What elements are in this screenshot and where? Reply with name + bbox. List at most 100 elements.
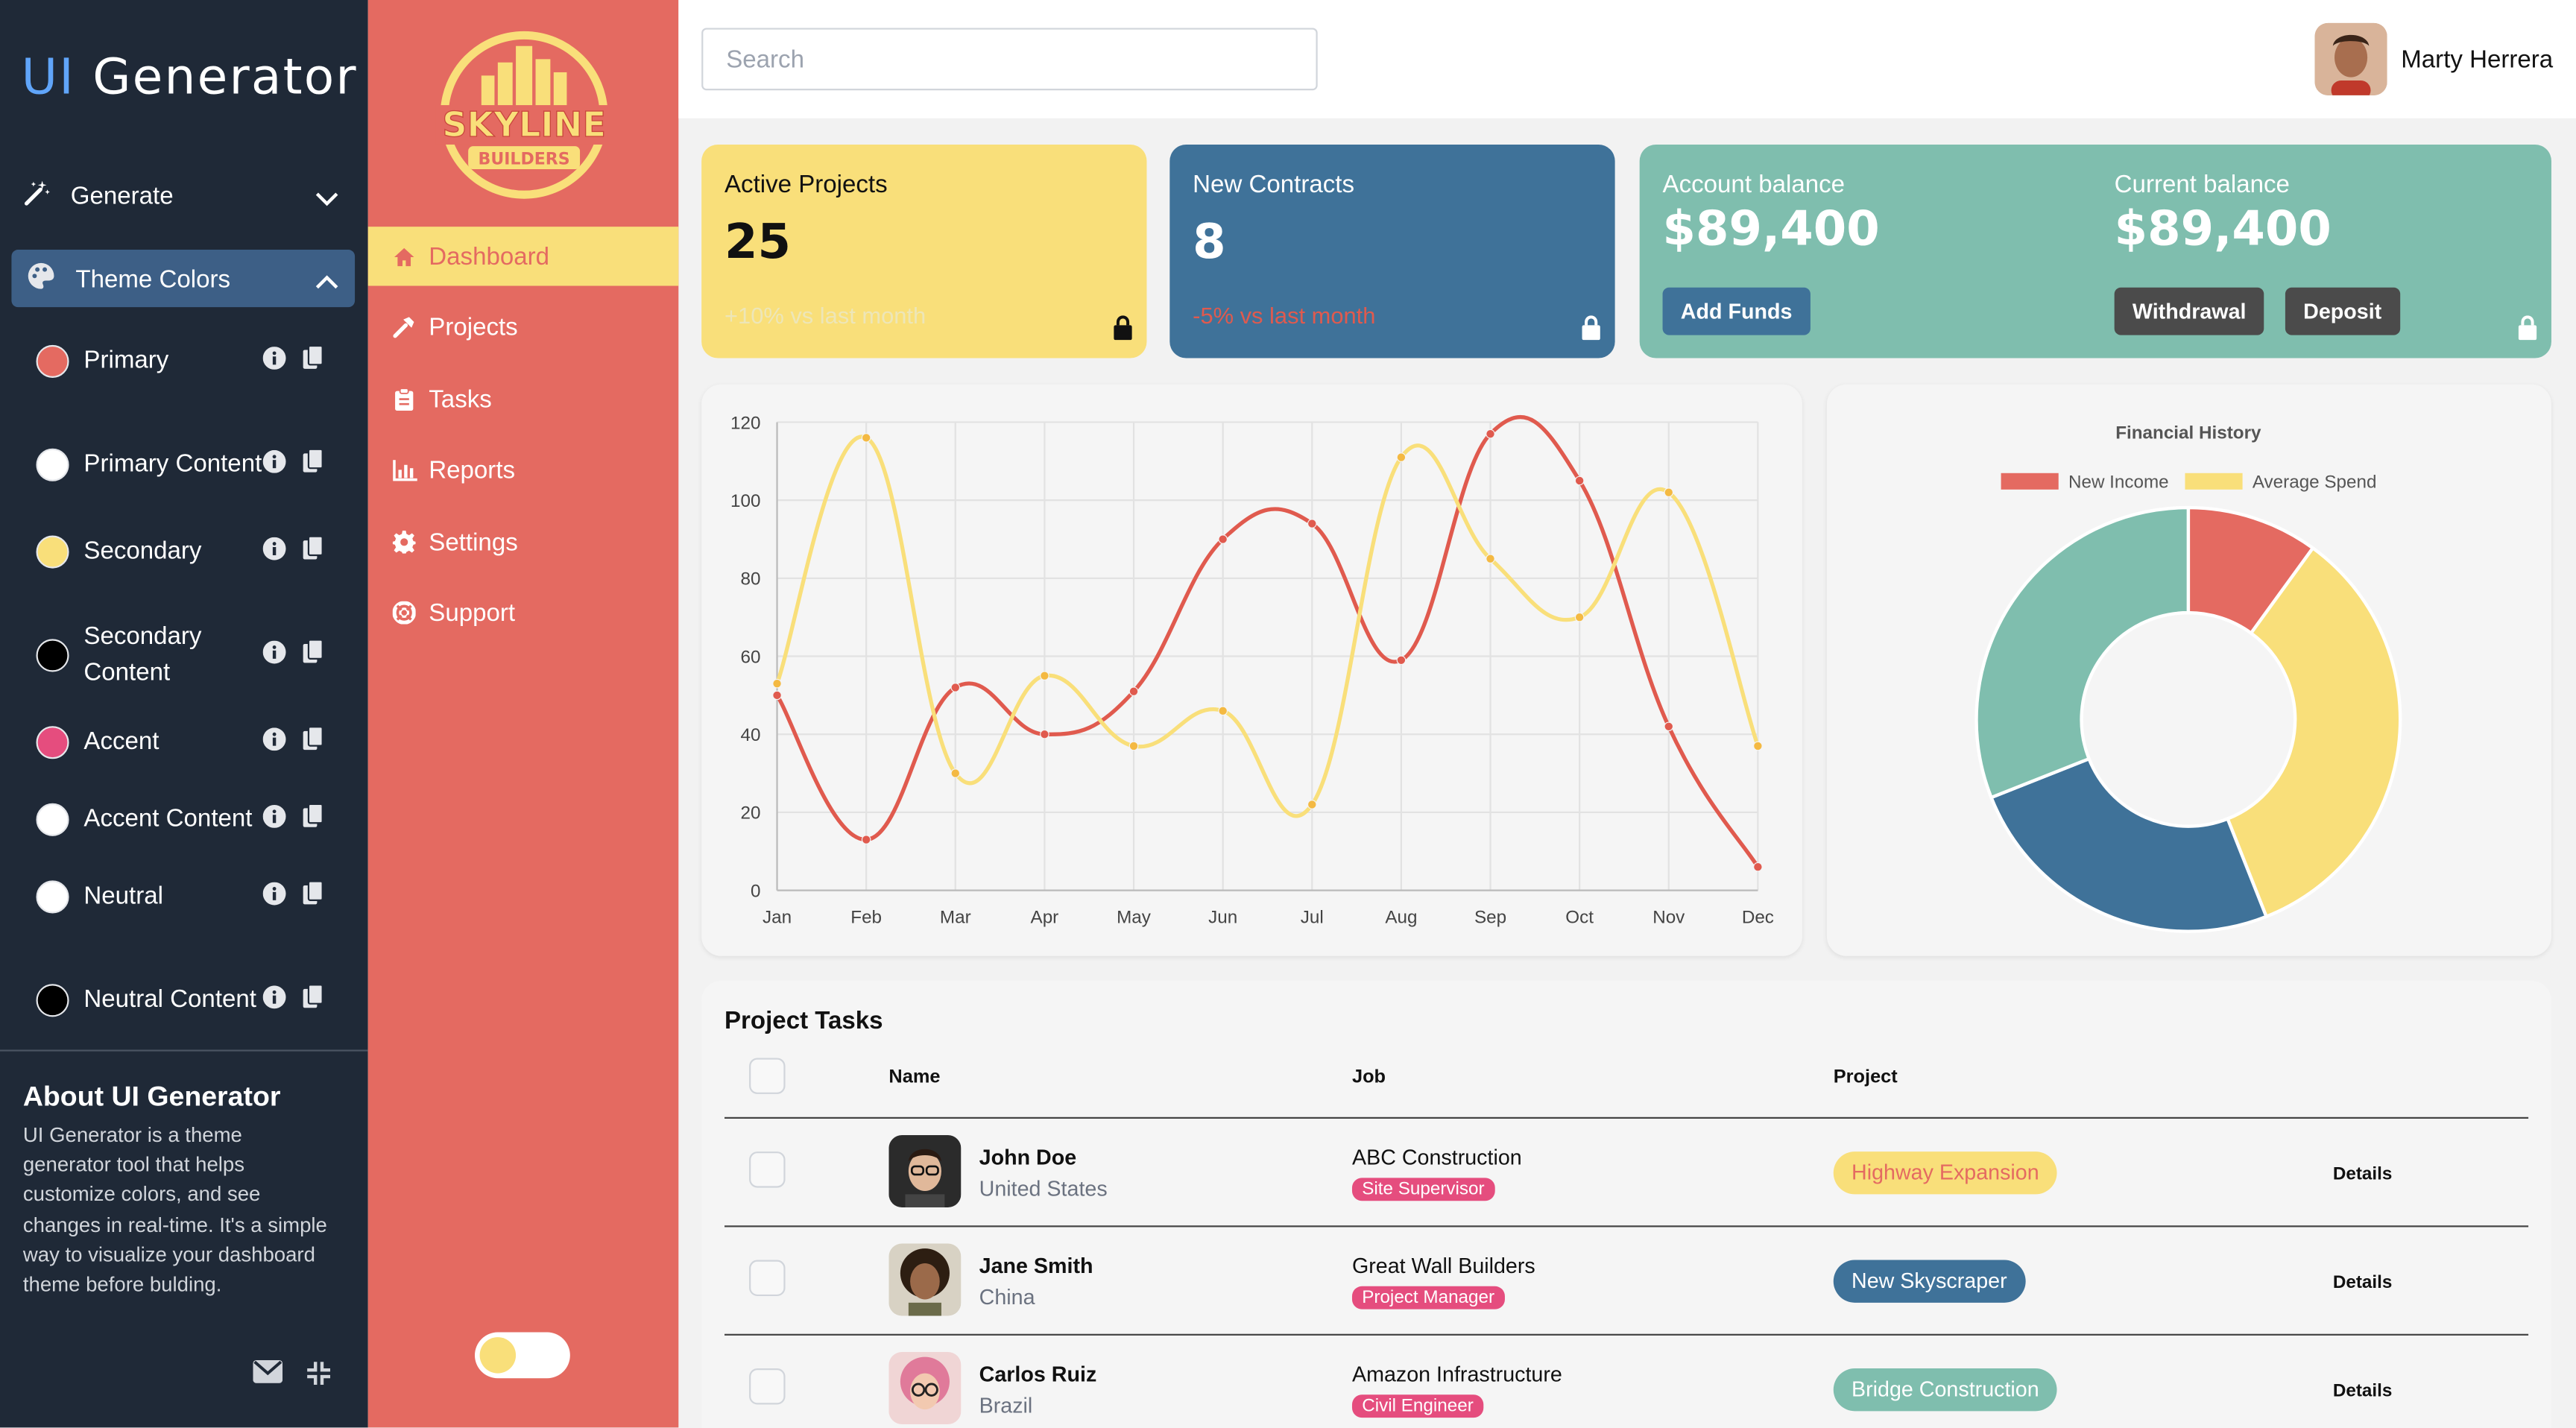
generator-sidebar: UI Generator Generate Theme Colors Prima…: [0, 0, 368, 1428]
data-point: [1574, 476, 1585, 486]
copy-icon[interactable]: [303, 726, 324, 759]
data-point: [1218, 534, 1228, 544]
color-swatch[interactable]: [36, 639, 69, 672]
color-label: Accent Content: [83, 805, 253, 833]
x-tick-label: Apr: [1031, 908, 1059, 928]
copy-icon[interactable]: [303, 880, 324, 913]
theme-colors-menu[interactable]: Theme Colors: [11, 250, 356, 308]
color-item: Neutral: [36, 864, 348, 929]
nav-label: Dashboard: [429, 242, 550, 271]
mail-icon[interactable]: [253, 1359, 283, 1394]
nav-item-tasks[interactable]: Tasks: [368, 370, 679, 429]
lock-icon: [2517, 315, 2539, 348]
person-country: China: [979, 1284, 1035, 1309]
color-swatch[interactable]: [36, 880, 69, 914]
legend-swatch: [2001, 473, 2059, 490]
data-point: [1664, 721, 1674, 732]
card-title: Active Projects: [724, 171, 888, 199]
info-icon[interactable]: [262, 803, 286, 835]
generate-label: Generate: [70, 181, 174, 210]
app-title: UI Generator: [21, 49, 358, 107]
about-section: About UI Generator UI Generator is a the…: [0, 1049, 368, 1427]
job-role-badge: Project Manager: [1351, 1286, 1505, 1309]
copy-icon[interactable]: [303, 639, 324, 672]
data-point: [1040, 729, 1049, 739]
data-point: [1307, 800, 1317, 809]
color-swatch[interactable]: [36, 803, 69, 836]
color-label: Accent: [83, 727, 160, 756]
row-checkbox[interactable]: [749, 1151, 786, 1188]
top-bar: Marty Herrera: [678, 0, 2576, 119]
project-badge: Highway Expansion: [1833, 1151, 2057, 1195]
y-tick-label: 40: [741, 725, 761, 745]
job-role-badge: Site Supervisor: [1351, 1178, 1494, 1201]
info-icon[interactable]: [262, 345, 286, 377]
data-point: [1396, 452, 1407, 462]
nav-item-support[interactable]: Support: [368, 583, 679, 642]
nav-item-settings[interactable]: Settings: [368, 513, 679, 572]
nav-item-dashboard[interactable]: Dashboard: [367, 227, 679, 286]
copy-icon[interactable]: [303, 448, 324, 481]
data-point: [1486, 429, 1495, 439]
table-row: Jane Smith China Great Wall Builders Projec…: [701, 1227, 2551, 1336]
info-icon[interactable]: [262, 639, 286, 671]
color-swatch[interactable]: [36, 984, 69, 1017]
new-contracts-card: New Contracts 8 -5% vs last month: [1169, 144, 1615, 358]
info-icon[interactable]: [262, 985, 286, 1016]
copy-icon[interactable]: [303, 984, 324, 1017]
color-swatch[interactable]: [36, 535, 69, 569]
color-label: Secondary: [83, 537, 202, 566]
theme-toggle[interactable]: [474, 1332, 570, 1379]
select-all-checkbox[interactable]: [749, 1058, 786, 1094]
x-tick-label: Jul: [1301, 908, 1324, 928]
legend-label: Average Spend: [2253, 473, 2377, 493]
color-swatch[interactable]: [36, 448, 69, 481]
lifebuoy-icon: [391, 599, 417, 625]
current-balance-value: $89,400: [2114, 200, 2332, 256]
details-link[interactable]: Details: [2332, 1164, 2393, 1185]
account-balance-title: Account balance: [1662, 171, 1846, 199]
brand-line2: BUILDERS: [479, 150, 570, 168]
header-divider: [724, 1116, 2529, 1119]
nav-item-projects[interactable]: Projects: [368, 297, 679, 356]
row-checkbox[interactable]: [749, 1260, 786, 1297]
header-project: Project: [1833, 1067, 1898, 1088]
copy-icon[interactable]: [303, 344, 324, 378]
color-swatch[interactable]: [36, 726, 69, 759]
info-icon[interactable]: [262, 881, 286, 912]
row-checkbox[interactable]: [749, 1368, 786, 1405]
person-name: Jane Smith: [979, 1253, 1093, 1278]
color-item: Accent Content: [36, 787, 348, 853]
info-icon[interactable]: [262, 449, 286, 481]
deposit-button[interactable]: Deposit: [2285, 287, 2400, 335]
data-point: [1753, 862, 1763, 872]
color-item: Accent: [36, 710, 348, 775]
copy-icon[interactable]: [303, 803, 324, 836]
bar-chart-icon: [391, 457, 417, 483]
nav-label: Reports: [429, 455, 516, 484]
add-funds-button[interactable]: Add Funds: [1662, 287, 1811, 335]
generate-menu[interactable]: Generate: [23, 177, 345, 213]
x-tick-label: Sep: [1474, 908, 1506, 928]
info-icon[interactable]: [262, 727, 286, 758]
table-title: Project Tasks: [724, 1007, 883, 1035]
data-point: [861, 433, 871, 443]
search-input[interactable]: [701, 28, 1318, 91]
balance-card: Account balance $89,400 Add Funds Curren…: [1639, 144, 2551, 358]
person-country: Brazil: [979, 1393, 1033, 1418]
user-menu[interactable]: Marty Herrera: [2315, 22, 2553, 95]
color-swatch[interactable]: [36, 344, 69, 378]
color-item: Secondary: [36, 519, 348, 584]
info-icon[interactable]: [262, 536, 286, 568]
copy-icon[interactable]: [303, 535, 324, 569]
collapse-icon[interactable]: [306, 1360, 332, 1394]
y-tick-label: 120: [730, 413, 760, 433]
nav-item-reports[interactable]: Reports: [368, 440, 679, 499]
x-tick-label: Dec: [1742, 908, 1774, 928]
color-item: Secondary Content: [36, 614, 348, 696]
person-name: Carlos Ruiz: [979, 1362, 1097, 1387]
details-link[interactable]: Details: [2332, 1381, 2393, 1402]
details-link[interactable]: Details: [2332, 1273, 2393, 1293]
color-item: Primary: [36, 329, 348, 394]
withdrawal-button[interactable]: Withdrawal: [2114, 287, 2264, 335]
